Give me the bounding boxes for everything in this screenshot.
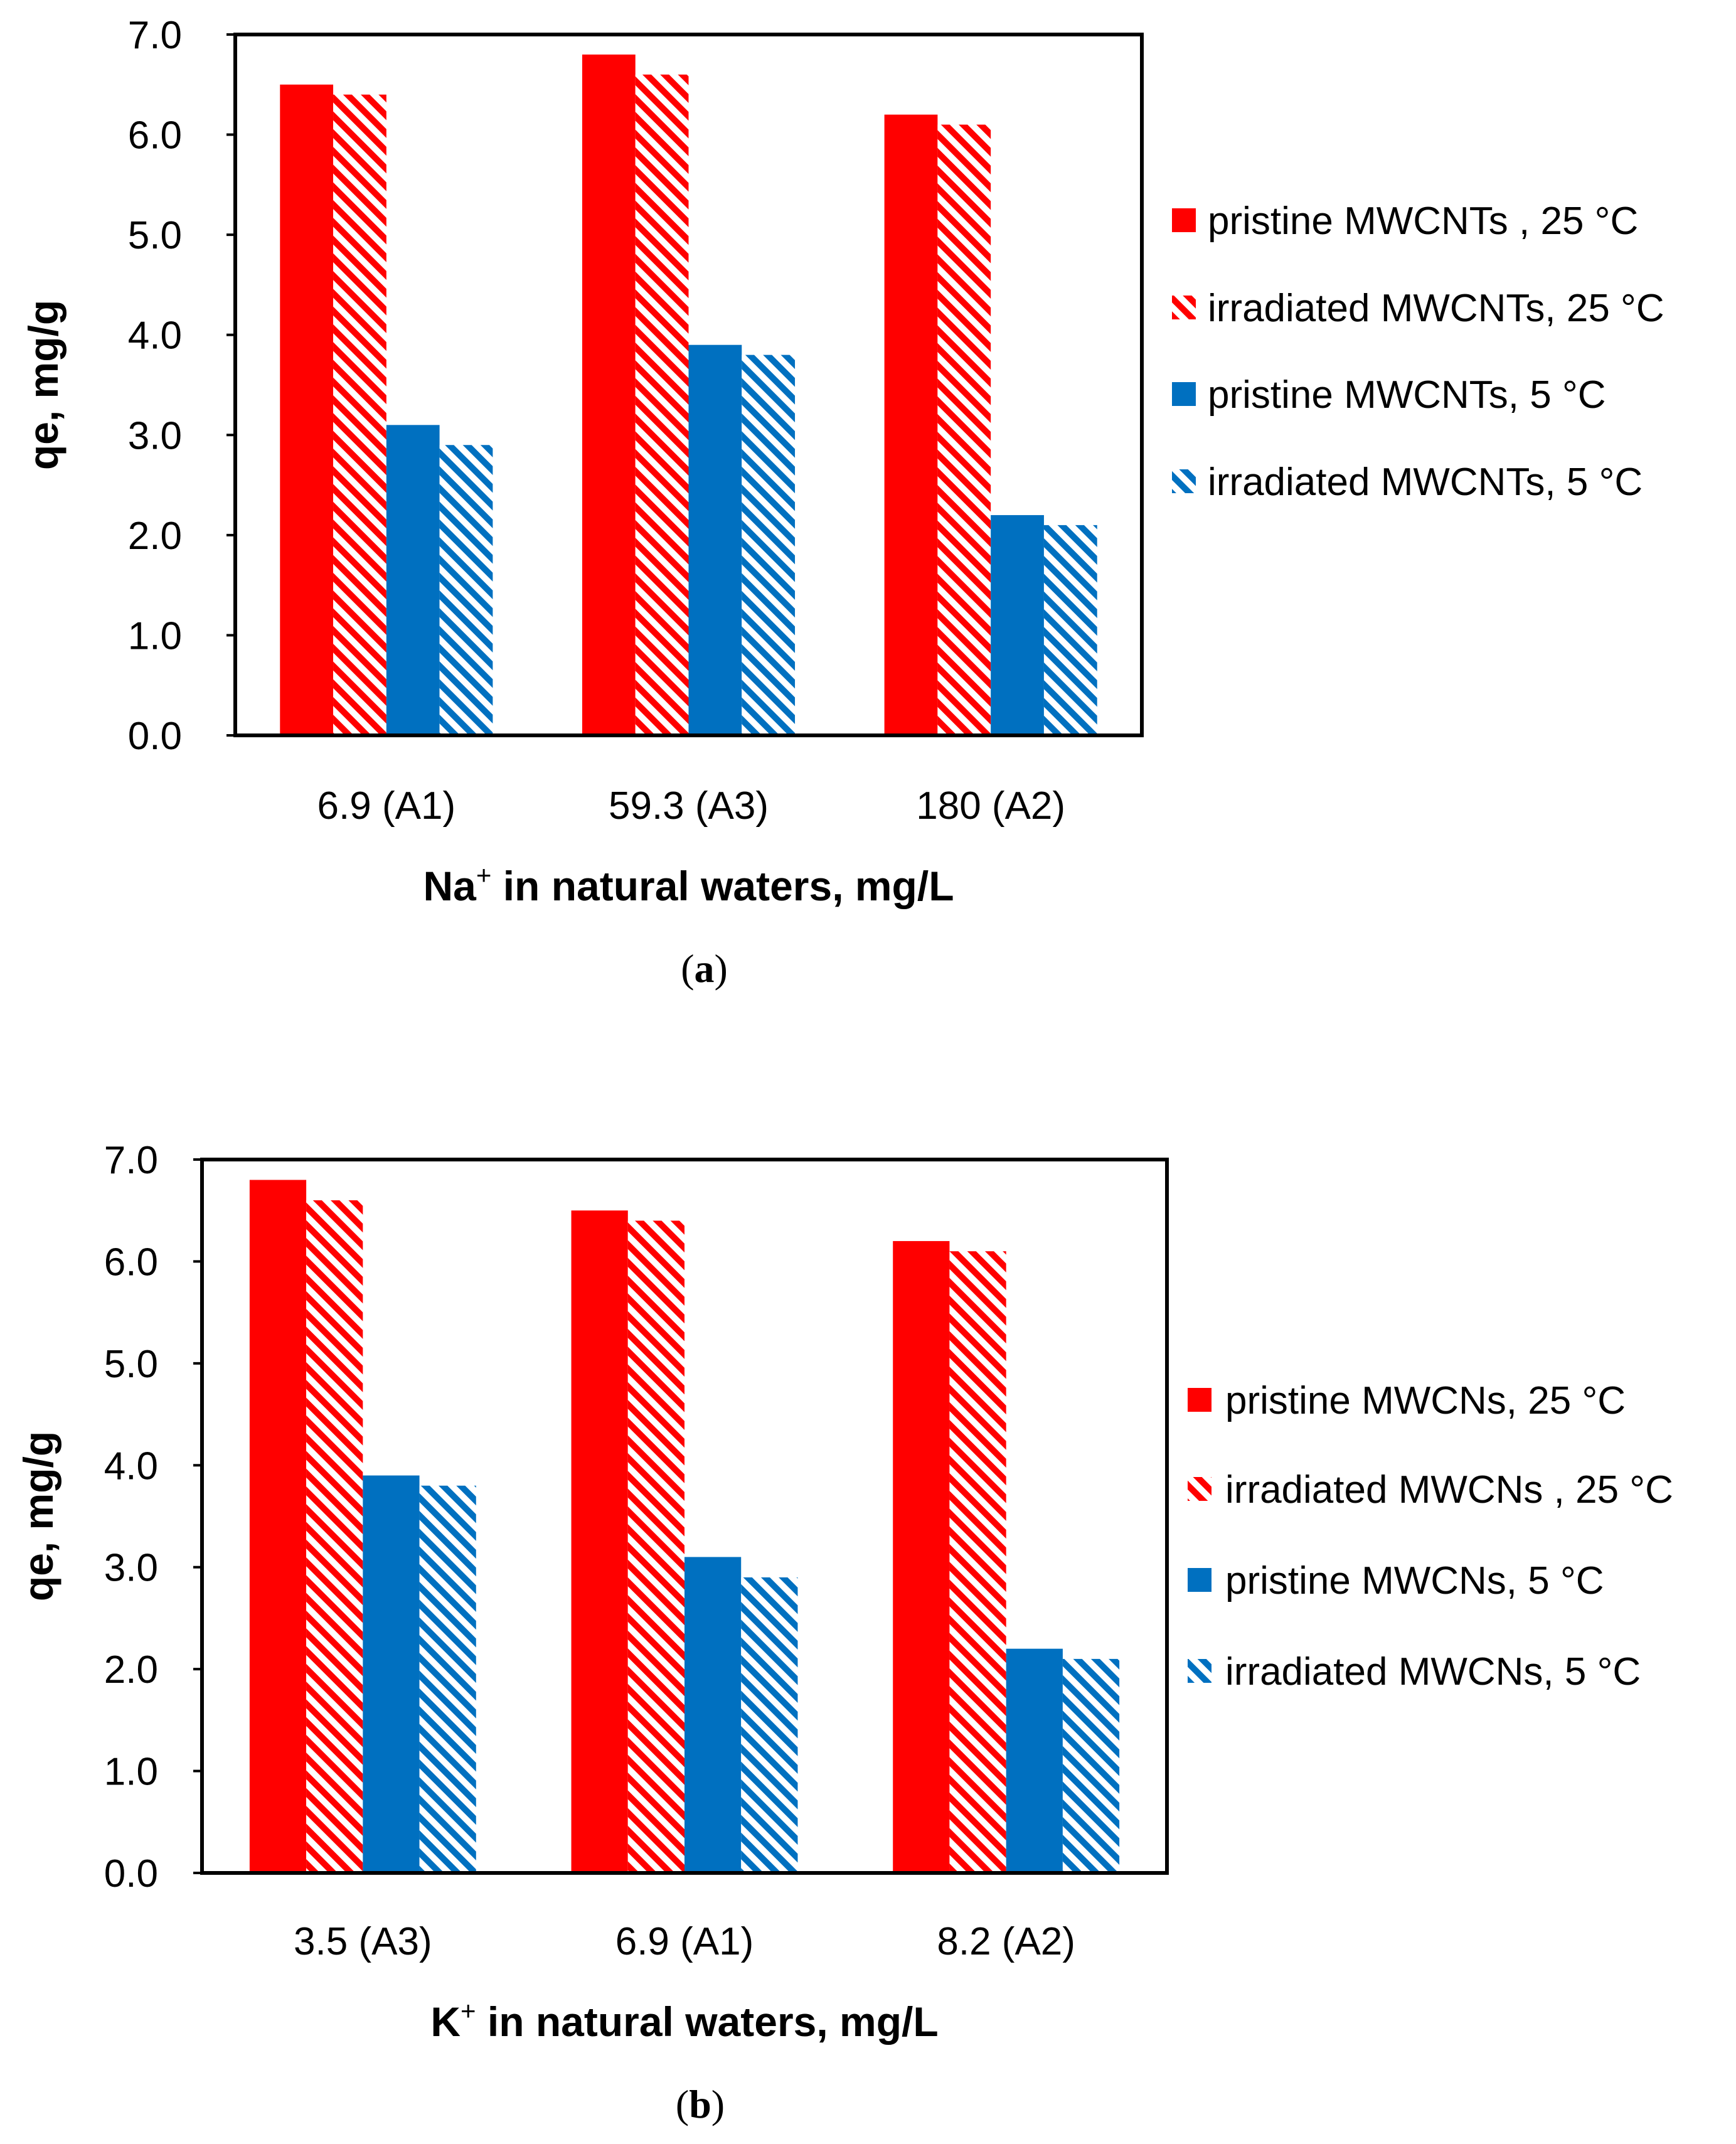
y-tick-label: 4.0	[128, 314, 182, 358]
panel-label: (a)	[681, 946, 728, 991]
bar	[937, 124, 991, 736]
y-tick-label: 7.0	[128, 14, 182, 57]
bar	[991, 515, 1044, 735]
x-tick-label: 180 (A2)	[916, 784, 1065, 828]
legend-label: irradiated MWCNs, 5 °C	[1225, 1650, 1641, 1693]
legend-label: irradiated MWCNTs, 25 °C	[1208, 287, 1664, 330]
bar	[1062, 1658, 1120, 1873]
panel-label: (b)	[676, 2082, 725, 2126]
y-tick-label: 7.0	[104, 1139, 158, 1182]
legend-swatch	[1172, 382, 1196, 406]
bar	[688, 344, 742, 735]
y-tick-label: 3.0	[128, 414, 182, 457]
y-axis-title: qe, mg/g	[15, 1431, 61, 1601]
chart-panel-a: 0.0 1.0 2.0 3.0 4.0 5.0 6.0 7.0 6.9 (A1) 59.3 (A3…	[20, 14, 1664, 991]
x-tick-label: 8.2 (A2)	[937, 1920, 1075, 1963]
bar	[884, 114, 938, 735]
legend-swatch	[1172, 469, 1196, 493]
bar	[635, 74, 689, 735]
y-tick-label: 3.0	[104, 1547, 158, 1590]
legend-swatch	[1188, 1659, 1211, 1683]
bar	[249, 1180, 307, 1873]
legend-swatch	[1188, 1477, 1211, 1501]
y-tick-label: 6.0	[104, 1240, 158, 1284]
y-tick-label: 4.0	[104, 1444, 158, 1488]
bar	[684, 1557, 742, 1873]
y-tick-label: 0.0	[104, 1852, 158, 1896]
x-tick-label: 6.9 (A1)	[317, 784, 456, 828]
legend-swatch	[1172, 296, 1196, 319]
bar	[949, 1251, 1006, 1873]
x-axis-title: K+ in natural waters, mg/L	[430, 1996, 938, 2045]
plot-frame-outline	[233, 33, 1144, 737]
bar	[386, 425, 440, 735]
bar	[742, 355, 796, 735]
x-tick-label: 6.9 (A1)	[615, 1920, 754, 1963]
bar	[1006, 1648, 1063, 1873]
legend-swatch	[1172, 208, 1196, 232]
y-tick-label: 0.0	[128, 715, 182, 758]
legend-label: irradiated MWCNs , 25 °C	[1225, 1468, 1673, 1512]
chart-panel-b: 0.0 1.0 2.0 3.0 4.0 5.0 6.0 7.0 3.5 (A3) 6.9 (A1)…	[15, 1139, 1673, 2126]
bar	[419, 1485, 476, 1873]
x-axis-title: Na+ in natural waters, mg/L	[423, 860, 954, 909]
bar	[741, 1577, 798, 1873]
x-tick-label: 3.5 (A3)	[294, 1920, 432, 1963]
y-tick-label: 1.0	[104, 1751, 158, 1794]
plot-frame-outline	[200, 1158, 1169, 1875]
legend-label: pristine MWCNTs, 5 °C	[1208, 373, 1606, 417]
y-tick-label: 2.0	[104, 1648, 158, 1692]
legend-swatch	[1188, 1388, 1211, 1412]
legend-swatch	[1188, 1568, 1211, 1592]
legend-label: pristine MWCNs, 5 °C	[1225, 1559, 1604, 1603]
bar	[306, 1200, 363, 1873]
bar	[582, 54, 636, 735]
legend-label: pristine MWCNs, 25 °C	[1225, 1379, 1626, 1422]
bar	[333, 94, 386, 735]
bar	[439, 445, 493, 735]
legend-label: pristine MWCNTs , 25 °C	[1208, 200, 1638, 243]
legend-label: irradiated MWCNTs, 5 °C	[1208, 461, 1643, 504]
x-tick-label: 59.3 (A3)	[609, 784, 769, 828]
bar	[893, 1240, 950, 1873]
bar	[280, 84, 334, 735]
bar	[363, 1475, 420, 1873]
y-tick-label: 6.0	[128, 114, 182, 157]
y-tick-label: 2.0	[128, 515, 182, 558]
y-tick-label: 1.0	[128, 614, 182, 658]
bar	[571, 1210, 628, 1873]
y-tick-label: 5.0	[128, 214, 182, 257]
bar	[627, 1220, 684, 1873]
y-tick-label: 5.0	[104, 1343, 158, 1386]
y-axis-title: qe, mg/g	[20, 300, 67, 470]
bar	[1043, 525, 1097, 735]
